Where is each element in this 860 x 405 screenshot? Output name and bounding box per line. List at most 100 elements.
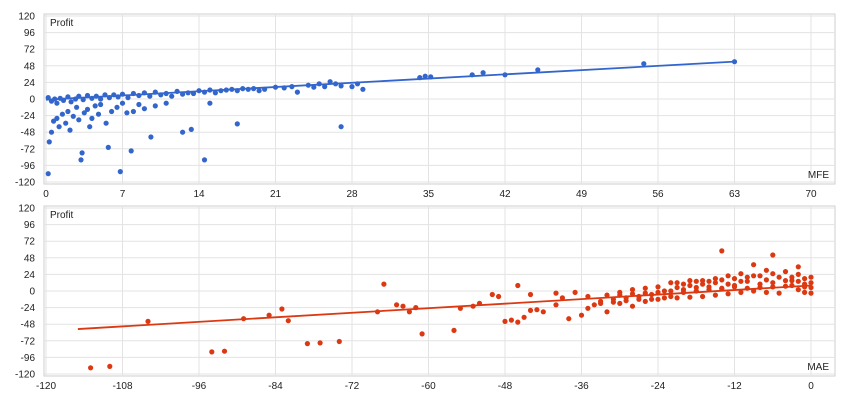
data-point xyxy=(661,295,668,301)
data-point xyxy=(76,117,82,123)
data-point xyxy=(661,288,668,294)
x-tick-label: -84 xyxy=(268,381,283,392)
data-point xyxy=(508,317,514,323)
data-point xyxy=(680,287,687,293)
data-point xyxy=(782,269,789,275)
x-tick-label: -120 xyxy=(36,381,56,392)
y-tick-label: 48 xyxy=(24,253,36,264)
data-point xyxy=(78,157,84,163)
data-point xyxy=(668,288,674,294)
data-point xyxy=(540,309,546,315)
x-tick-label: 35 xyxy=(423,189,435,200)
x-tick-label: 28 xyxy=(346,189,358,200)
x-tick-label: 0 xyxy=(43,189,49,200)
data-point xyxy=(674,284,680,291)
data-point xyxy=(674,280,680,286)
data-point xyxy=(114,104,120,110)
data-point xyxy=(553,290,559,296)
y-tick-label: -24 xyxy=(21,111,36,122)
data-point xyxy=(88,365,94,371)
data-point xyxy=(406,309,412,315)
data-point xyxy=(668,293,674,300)
data-point xyxy=(559,295,566,301)
data-point xyxy=(604,292,610,298)
data-point xyxy=(700,278,706,284)
data-point xyxy=(712,280,719,286)
x-tick-label: 42 xyxy=(499,189,511,200)
data-point xyxy=(744,278,750,284)
data-point xyxy=(782,278,789,284)
data-point xyxy=(795,271,801,277)
data-point xyxy=(70,113,76,119)
data-point xyxy=(572,289,578,295)
data-point xyxy=(738,271,744,277)
data-point xyxy=(502,318,508,324)
data-point xyxy=(566,316,572,322)
y-tick-label: -120 xyxy=(15,178,35,189)
y-axis-title: Profit xyxy=(50,18,74,29)
y-tick-label: 24 xyxy=(24,78,36,89)
data-point xyxy=(776,290,782,296)
data-point xyxy=(604,309,610,315)
data-point xyxy=(770,252,776,258)
data-point xyxy=(789,274,795,280)
data-point xyxy=(706,278,712,284)
data-point xyxy=(98,101,104,108)
y-tick-label: 0 xyxy=(29,287,35,298)
data-point xyxy=(394,302,400,308)
data-point xyxy=(706,284,712,290)
data-point xyxy=(763,267,770,273)
data-point xyxy=(68,99,74,105)
data-point xyxy=(451,327,457,333)
data-point xyxy=(808,280,814,286)
data-point xyxy=(731,276,738,282)
data-point xyxy=(480,70,486,76)
data-point xyxy=(591,302,597,308)
x-tick-label: 21 xyxy=(270,189,282,200)
data-point xyxy=(598,300,604,306)
data-point xyxy=(221,348,228,354)
data-point xyxy=(381,281,387,287)
data-point xyxy=(693,278,699,284)
x-tick-label: -24 xyxy=(651,381,666,392)
y-tick-label: -48 xyxy=(21,320,36,331)
data-point xyxy=(207,100,213,106)
data-point xyxy=(349,84,355,90)
x-axis-title: MFE xyxy=(808,170,829,181)
data-point xyxy=(74,104,80,110)
y-tick-label: -120 xyxy=(15,370,35,381)
data-point xyxy=(687,278,693,284)
data-point xyxy=(400,303,406,309)
data-point xyxy=(148,134,154,140)
data-point xyxy=(209,349,215,355)
data-point xyxy=(610,299,617,305)
data-point xyxy=(763,289,770,295)
x-tick-label: -48 xyxy=(498,381,513,392)
data-point xyxy=(163,100,169,106)
data-point xyxy=(795,278,801,284)
data-point xyxy=(534,307,540,313)
data-point xyxy=(128,148,134,154)
x-tick-label: -12 xyxy=(727,381,742,392)
y-tick-label: -48 xyxy=(21,128,36,139)
data-point xyxy=(802,289,808,295)
data-point xyxy=(655,296,661,302)
y-tick-label: -24 xyxy=(21,303,36,314)
data-point xyxy=(212,90,218,96)
data-point xyxy=(322,84,328,90)
data-point xyxy=(304,341,310,347)
data-point xyxy=(744,274,750,280)
data-point xyxy=(103,120,109,126)
data-point xyxy=(136,101,142,108)
data-point xyxy=(285,318,291,324)
data-point xyxy=(98,96,104,102)
data-point xyxy=(802,276,808,282)
data-point xyxy=(54,115,60,121)
data-point xyxy=(629,287,636,293)
data-point xyxy=(67,127,73,133)
data-point xyxy=(109,108,115,115)
data-point xyxy=(95,111,102,117)
data-point xyxy=(700,293,706,300)
data-point xyxy=(770,271,776,277)
